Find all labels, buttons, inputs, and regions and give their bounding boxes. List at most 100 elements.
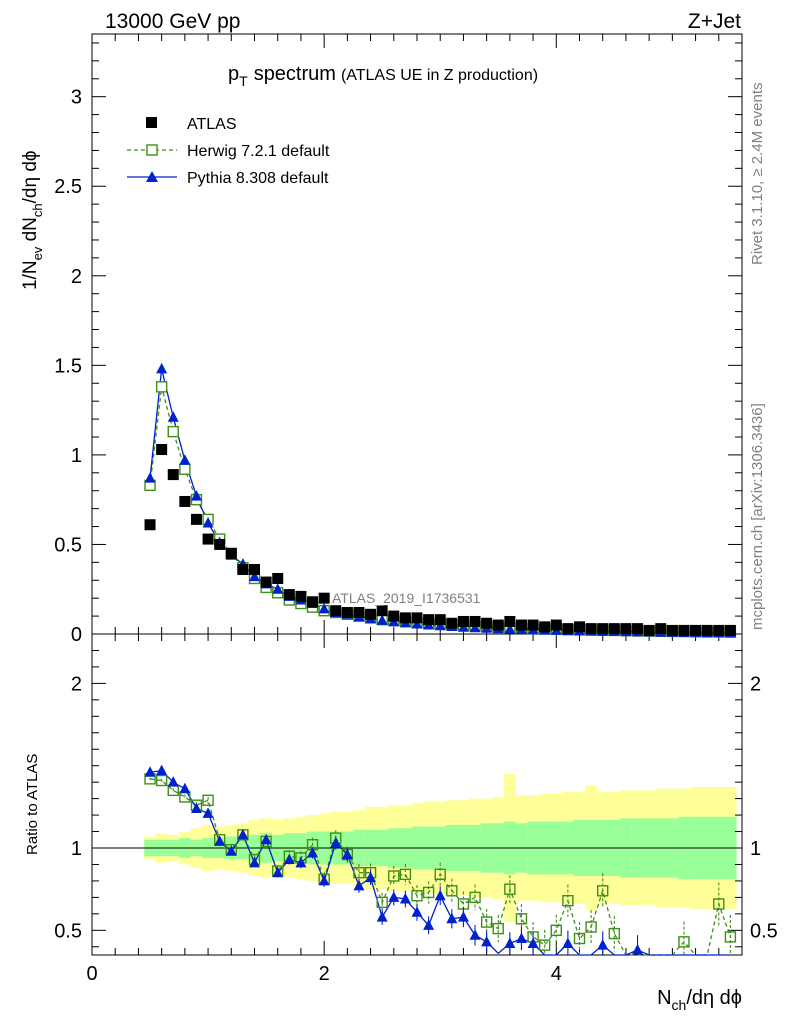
atlas-main-point (539, 621, 551, 633)
pythia-ratio-point (202, 807, 214, 818)
xlabel-main: N (657, 987, 671, 1009)
atlas-main-point (701, 624, 713, 636)
pythia-ratio-point (365, 871, 377, 883)
pythia-ratio-point (156, 764, 168, 776)
atlas-main-point (144, 519, 156, 531)
legend-label-pythia: Pythia 8.308 default (187, 170, 329, 187)
atlas-main-point (585, 623, 597, 635)
pythia-ratio-point (411, 906, 423, 917)
herwig-ratio-point (155, 774, 168, 787)
atlas-main-point (318, 592, 330, 604)
pythia-ratio-point (330, 837, 342, 848)
herwig-ratio-point (550, 924, 562, 937)
atlas-main-point (179, 495, 191, 507)
atlas-main-point (295, 590, 307, 602)
ratio-y-tick-label-right: 1 (750, 838, 761, 860)
ylabel-p2: dN (20, 217, 41, 247)
analysis-tag: ATLAS_2019_I1736531 (332, 590, 481, 606)
herwig-ratio-point (434, 868, 446, 881)
y-tick-label: 3 (71, 87, 82, 109)
pythia-ratio-point (307, 846, 319, 858)
pythia-ratio-point (504, 937, 516, 948)
pythia-ratio-point (527, 937, 539, 948)
pythia-main-point (202, 516, 214, 528)
atlas-main-point (469, 615, 481, 627)
pythia-main-point (249, 570, 260, 582)
y-tick-label: 0 (71, 624, 82, 646)
atlas-main-point (365, 608, 377, 620)
title-main: p (228, 63, 239, 85)
ratio-y-axis-label: Ratio to ATLAS (24, 754, 41, 855)
xlabel-rest: /dη dϕ (686, 987, 742, 1009)
ratio-y-tick-label: 0.5 (54, 920, 82, 942)
y-tick-label: 1 (71, 445, 82, 467)
atlas-main-point (353, 607, 365, 619)
pythia-ratio-point (457, 911, 469, 922)
pythia-ratio-point (214, 835, 226, 846)
chart-title: pT spectrum (ATLAS UE in Z production) (228, 63, 538, 89)
y-tick-label: 2 (71, 266, 82, 288)
process-label: Z+Jet (688, 10, 741, 33)
y-tick-label: 0.5 (54, 534, 82, 556)
herwig-ratio-point (399, 868, 412, 881)
atlas-main-point (620, 623, 632, 635)
ticks: 0 2 400.511.522.530.5 0.51 12 2 (54, 34, 778, 985)
atlas-main-point (678, 624, 690, 636)
atlas-main-point (307, 596, 319, 608)
pythia-ratio-point (249, 856, 260, 868)
pythia-main-point (156, 362, 168, 374)
pythia-ratio-point (469, 929, 481, 940)
pythia-ratio-point (260, 833, 272, 845)
pythia-main-point (376, 614, 388, 625)
pythia-ratio-point (562, 937, 574, 948)
atlas-main-point (713, 624, 725, 636)
herwig-main-point (167, 425, 179, 438)
pythia-ratio-point (515, 932, 527, 944)
pythia-ratio-point (190, 802, 202, 813)
atlas-main-point (190, 513, 202, 525)
rivet-label: Rivet 3.1.10, ≥ 2.4M events (749, 83, 766, 266)
pythia-main-point (504, 623, 516, 634)
pythia-ratio-point (295, 856, 307, 868)
herwig-ratio-point (597, 885, 609, 897)
atlas-main-point (376, 605, 388, 617)
pythia-ratio-point (225, 845, 237, 856)
pythia-ratio-point (283, 853, 295, 865)
x-tick-label: 0 (86, 963, 97, 985)
atlas-main-point (643, 624, 655, 636)
atlas-main-point (272, 572, 284, 584)
atlas-main-point (249, 564, 260, 576)
atlas-main-point (156, 444, 168, 456)
pythia-main-point (179, 454, 191, 465)
atlas-main-point (550, 619, 562, 631)
atlas-main-point (423, 614, 435, 626)
pythia-ratio-point (434, 889, 446, 901)
pythia-ratio-point (237, 828, 249, 840)
ratio-y-tick-label-right: 2 (750, 673, 761, 695)
atlas-main-point (341, 607, 353, 619)
atlas-main-point (492, 619, 504, 631)
legend-label-atlas: ATLAS (187, 116, 237, 133)
pythia-main-point (144, 472, 156, 483)
atlas-main-point (388, 610, 400, 622)
herwig-ratio-point (562, 894, 574, 907)
herwig-ratio-point (446, 885, 458, 897)
herwig-ratio-point (469, 891, 481, 904)
atlas-main-point (527, 619, 539, 631)
ylabel-s2: ch (30, 203, 45, 217)
herwig-ratio-point (388, 870, 400, 882)
ylabel-s1: ev (30, 246, 45, 260)
herwig-ratio-point (422, 886, 435, 899)
pythia-ratio-point (272, 866, 284, 878)
legend-marker-pythia (146, 171, 158, 182)
herwig-ratio-point (538, 939, 551, 951)
pythia-main-point (469, 621, 481, 633)
pythia-main-point (167, 411, 179, 422)
atlas-main-point (574, 621, 585, 633)
ylabel-p3: /dη dϕ (20, 150, 41, 203)
atlas-main-point (411, 612, 423, 624)
ratio-y-tick-label: 2 (71, 673, 82, 695)
atlas-main-point (690, 624, 702, 636)
pythia-ratio-point (318, 874, 330, 886)
